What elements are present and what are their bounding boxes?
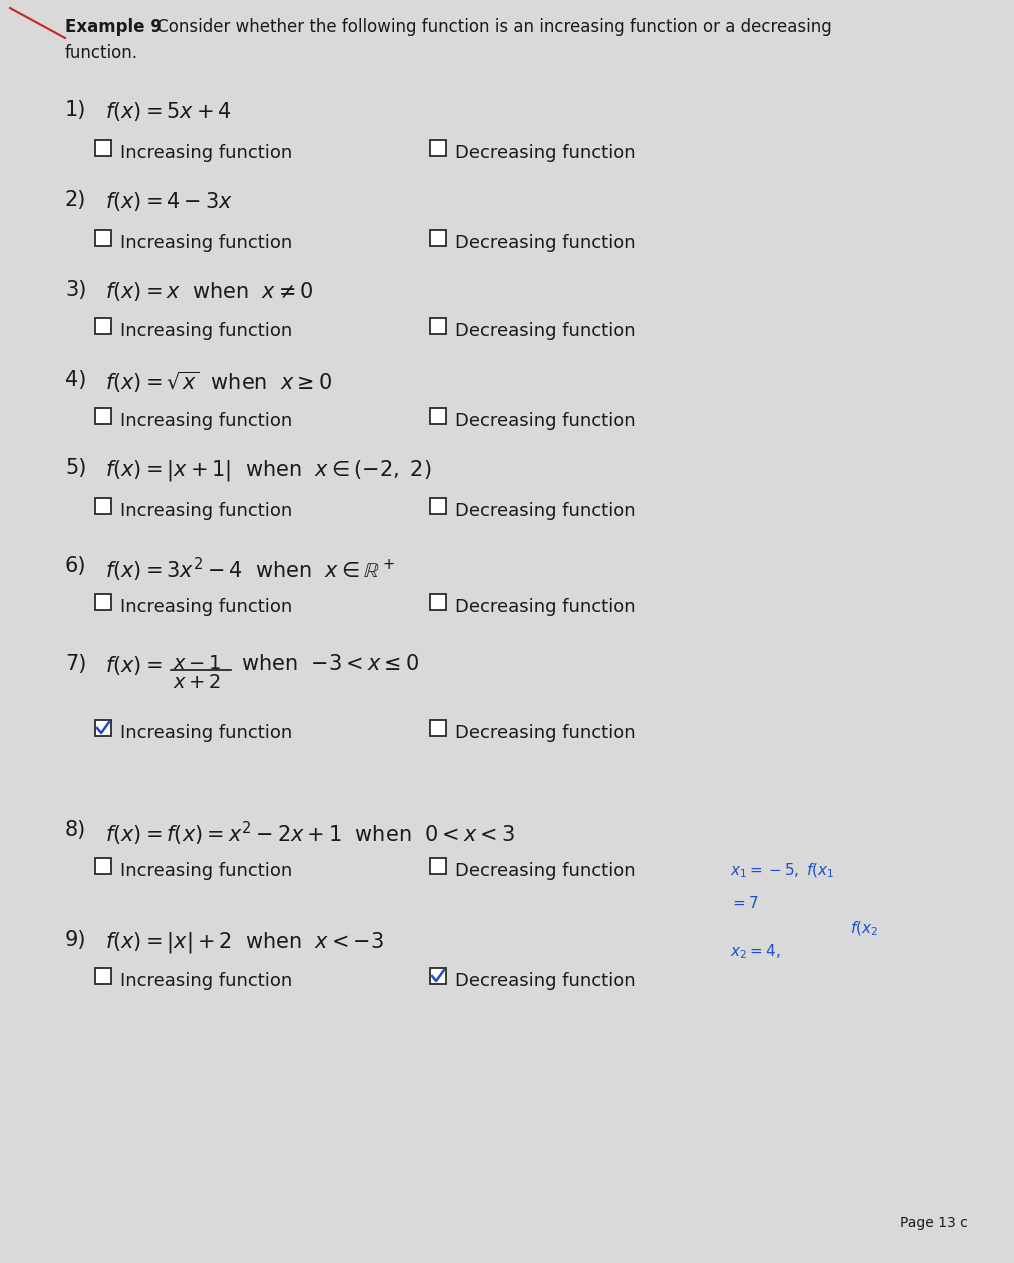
Bar — [95, 230, 111, 246]
Text: function.: function. — [65, 44, 138, 62]
Bar — [95, 318, 111, 333]
Text: Increasing function: Increasing function — [120, 597, 292, 616]
Text: Decreasing function: Decreasing function — [455, 597, 636, 616]
Text: Decreasing function: Decreasing function — [455, 234, 636, 253]
Text: $f(x_2$: $f(x_2$ — [850, 919, 878, 938]
Text: Page 13 c: Page 13 c — [900, 1216, 967, 1230]
Text: $f(x)=|x|+2$  when  $x<-3$: $f(x)=|x|+2$ when $x<-3$ — [105, 930, 384, 955]
Text: $f(x)=4-3x$: $f(x)=4-3x$ — [105, 189, 233, 213]
Text: $f(x)=5x+4$: $f(x)=5x+4$ — [105, 100, 232, 123]
Text: when  $-3<x\leq 0$: when $-3<x\leq 0$ — [241, 654, 419, 674]
Text: Increasing function: Increasing function — [120, 501, 292, 520]
Text: Decreasing function: Decreasing function — [455, 144, 636, 162]
Text: $f(x)=\sqrt{x}$  when  $x\geq 0$: $f(x)=\sqrt{x}$ when $x\geq 0$ — [105, 370, 333, 395]
Text: Decreasing function: Decreasing function — [455, 501, 636, 520]
Text: 3): 3) — [65, 280, 86, 301]
Text: $f(x)=x$  when  $x\neq 0$: $f(x)=x$ when $x\neq 0$ — [105, 280, 313, 303]
Text: Increasing function: Increasing function — [120, 973, 292, 990]
Text: $x_1=-5,\ f(x_1$: $x_1=-5,\ f(x_1$ — [730, 863, 835, 880]
Bar — [430, 967, 446, 984]
Text: Increasing function: Increasing function — [120, 322, 292, 340]
Text: Decreasing function: Decreasing function — [455, 724, 636, 741]
Text: Decreasing function: Decreasing function — [455, 863, 636, 880]
Text: 4): 4) — [65, 370, 86, 390]
Text: $f(x)=3x^2-4$  when  $x\in\mathbb{R}^+$: $f(x)=3x^2-4$ when $x\in\mathbb{R}^+$ — [105, 556, 394, 585]
Bar — [430, 318, 446, 333]
Text: 2): 2) — [65, 189, 86, 210]
Text: Increasing function: Increasing function — [120, 724, 292, 741]
Bar — [430, 858, 446, 874]
Text: $x+2$: $x+2$ — [173, 673, 221, 692]
Text: 5): 5) — [65, 458, 86, 477]
Text: $x_2=4,$: $x_2=4,$ — [730, 942, 781, 961]
Bar — [95, 140, 111, 157]
Text: Increasing function: Increasing function — [120, 234, 292, 253]
Text: $f(x)=$: $f(x)=$ — [105, 654, 162, 677]
Text: 1): 1) — [65, 100, 86, 120]
Bar — [95, 498, 111, 514]
Bar — [430, 230, 446, 246]
Text: $x-1$: $x-1$ — [173, 654, 222, 673]
Bar — [95, 408, 111, 424]
Text: $f(x)=f(x)=x^2-2x+1$  when  $0<x<3$: $f(x)=f(x)=x^2-2x+1$ when $0<x<3$ — [105, 820, 515, 849]
Bar — [430, 408, 446, 424]
Text: 9): 9) — [65, 930, 86, 950]
Text: 8): 8) — [65, 820, 86, 840]
Text: Decreasing function: Decreasing function — [455, 973, 636, 990]
Text: 6): 6) — [65, 556, 86, 576]
Bar — [95, 967, 111, 984]
Bar — [430, 720, 446, 736]
Text: Consider whether the following function is an increasing function or a decreasin: Consider whether the following function … — [152, 18, 831, 37]
Bar — [430, 594, 446, 610]
Text: Decreasing function: Decreasing function — [455, 322, 636, 340]
Text: Decreasing function: Decreasing function — [455, 412, 636, 429]
Bar — [95, 594, 111, 610]
Text: Increasing function: Increasing function — [120, 412, 292, 429]
Text: 7): 7) — [65, 654, 86, 674]
Text: $f(x)=|x+1|$  when  $x\in(-2,\ 2)$: $f(x)=|x+1|$ when $x\in(-2,\ 2)$ — [105, 458, 432, 482]
Bar — [430, 140, 446, 157]
Text: $=7$: $=7$ — [730, 895, 759, 911]
Text: Increasing function: Increasing function — [120, 144, 292, 162]
Text: Example 9: Example 9 — [65, 18, 162, 37]
Text: Increasing function: Increasing function — [120, 863, 292, 880]
Bar — [95, 720, 111, 736]
Bar — [430, 498, 446, 514]
Bar — [95, 858, 111, 874]
